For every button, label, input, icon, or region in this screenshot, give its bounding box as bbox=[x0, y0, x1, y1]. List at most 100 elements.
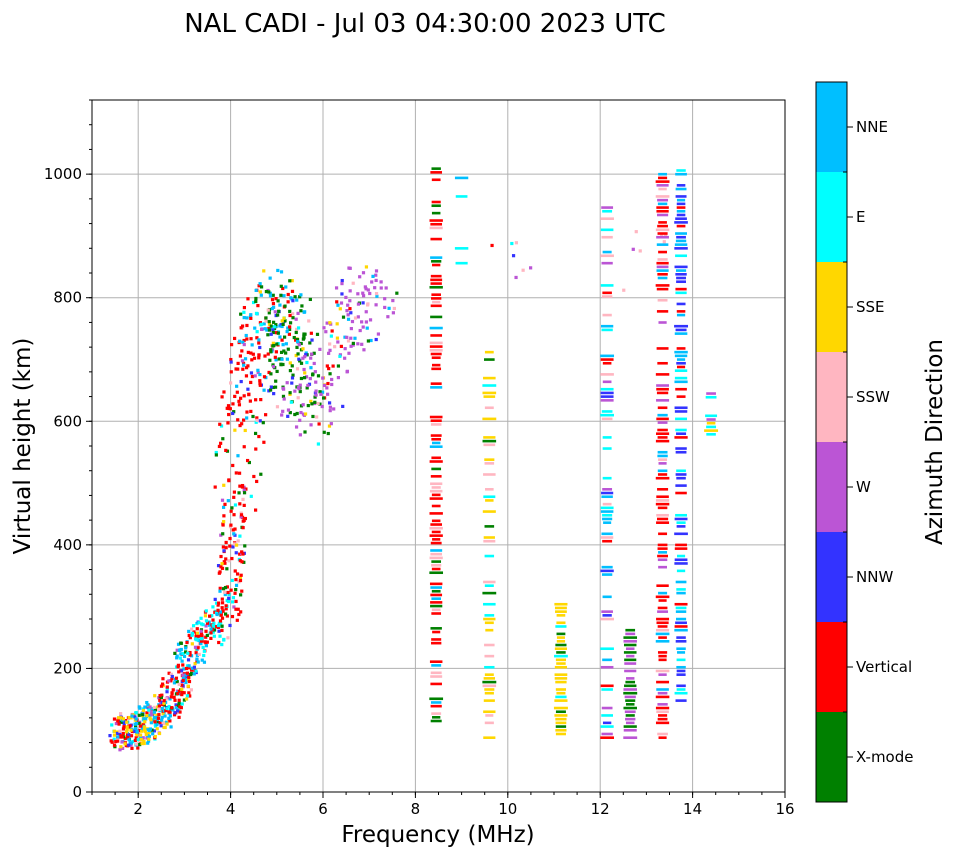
echo-mark bbox=[657, 517, 669, 521]
echo-mark bbox=[228, 623, 232, 628]
echo-mark bbox=[657, 691, 668, 695]
echo-mark bbox=[250, 374, 255, 379]
echo-mark bbox=[705, 395, 717, 399]
echo-mark bbox=[327, 366, 331, 371]
echo-mark bbox=[239, 573, 243, 577]
echo-mark bbox=[148, 705, 152, 709]
echo-mark bbox=[241, 526, 245, 530]
echo-mark bbox=[602, 380, 612, 384]
echo-mark bbox=[484, 462, 495, 465]
echo-mark bbox=[217, 601, 221, 605]
echo-mark bbox=[483, 473, 496, 476]
echo-mark bbox=[366, 339, 370, 343]
echo-mark bbox=[429, 512, 443, 515]
echo-mark bbox=[321, 396, 326, 400]
echo-mark bbox=[205, 633, 209, 638]
echo-mark bbox=[216, 625, 220, 629]
echo-mark bbox=[253, 326, 257, 330]
echo-mark bbox=[431, 564, 442, 567]
echo-mark bbox=[270, 306, 274, 311]
echo-mark bbox=[656, 584, 669, 587]
echo-mark bbox=[123, 736, 127, 741]
echo-mark bbox=[217, 629, 221, 633]
echo-mark bbox=[220, 597, 224, 601]
echo-mark bbox=[256, 304, 260, 308]
echo-mark bbox=[311, 414, 315, 419]
echo-mark bbox=[483, 436, 496, 439]
echo-mark bbox=[623, 706, 637, 710]
echo-mark bbox=[676, 469, 686, 473]
echo-mark bbox=[254, 420, 258, 424]
echo-mark bbox=[244, 374, 249, 378]
echo-mark bbox=[655, 502, 670, 506]
echo-mark bbox=[261, 421, 265, 425]
echo-mark bbox=[675, 621, 687, 625]
echo-mark bbox=[638, 249, 642, 253]
echo-mark bbox=[122, 719, 126, 724]
echo-mark bbox=[115, 731, 120, 736]
echo-mark bbox=[310, 338, 314, 342]
echo-mark bbox=[484, 525, 495, 528]
echo-mark bbox=[266, 333, 270, 337]
echo-mark bbox=[432, 441, 441, 445]
echo-mark bbox=[482, 591, 497, 595]
echo-mark bbox=[183, 677, 187, 682]
echo-mark bbox=[234, 367, 238, 371]
echo-mark bbox=[187, 664, 191, 668]
echo-mark bbox=[432, 630, 441, 634]
echo-mark bbox=[274, 331, 279, 335]
echo-mark bbox=[226, 636, 230, 640]
echo-mark bbox=[624, 643, 637, 647]
echo-mark bbox=[482, 680, 497, 684]
echo-mark bbox=[232, 532, 236, 536]
echo-mark bbox=[210, 614, 214, 618]
echo-mark bbox=[328, 342, 332, 346]
echo-mark bbox=[660, 233, 664, 237]
echo-mark bbox=[677, 651, 686, 654]
echo-mark bbox=[233, 569, 237, 573]
echo-mark bbox=[205, 640, 209, 644]
echo-mark bbox=[121, 717, 125, 721]
echo-mark bbox=[320, 390, 325, 394]
echo-mark bbox=[430, 256, 443, 259]
echo-mark bbox=[245, 323, 249, 328]
echo-mark bbox=[328, 321, 332, 325]
echo-mark bbox=[231, 545, 235, 549]
echo-mark bbox=[314, 389, 318, 393]
echo-mark bbox=[225, 585, 229, 589]
colorbar-swatch bbox=[816, 82, 847, 172]
colorbar-label-sse: SSE bbox=[856, 298, 885, 316]
echo-mark bbox=[204, 609, 208, 613]
echo-mark bbox=[234, 607, 238, 611]
echo-mark bbox=[238, 339, 242, 343]
echo-mark bbox=[195, 653, 200, 657]
echo-mark bbox=[298, 418, 302, 422]
echo-mark bbox=[303, 371, 307, 375]
echo-mark bbox=[430, 222, 443, 226]
echo-mark bbox=[258, 372, 262, 377]
echo-mark bbox=[430, 334, 443, 337]
echo-mark bbox=[356, 315, 360, 319]
echo-mark bbox=[328, 372, 332, 376]
echo-mark bbox=[431, 363, 441, 367]
echo-mark bbox=[234, 578, 238, 582]
echo-mark bbox=[318, 402, 322, 406]
echo-mark bbox=[176, 692, 180, 696]
echo-mark bbox=[258, 379, 262, 383]
echo-mark bbox=[158, 700, 163, 704]
echo-mark bbox=[675, 473, 687, 476]
echo-mark bbox=[119, 720, 123, 724]
echo-mark bbox=[658, 462, 667, 465]
echo-mark bbox=[271, 302, 276, 306]
echo-mark bbox=[153, 694, 157, 698]
echo-mark bbox=[293, 412, 297, 417]
echo-mark bbox=[601, 410, 613, 413]
echo-mark bbox=[179, 652, 183, 656]
echo-mark bbox=[258, 321, 263, 325]
echo-mark bbox=[358, 328, 362, 333]
echo-mark bbox=[285, 329, 289, 334]
echo-mark bbox=[675, 484, 687, 487]
echo-mark bbox=[285, 381, 289, 385]
echo-mark bbox=[272, 325, 276, 329]
echo-mark bbox=[231, 411, 235, 416]
